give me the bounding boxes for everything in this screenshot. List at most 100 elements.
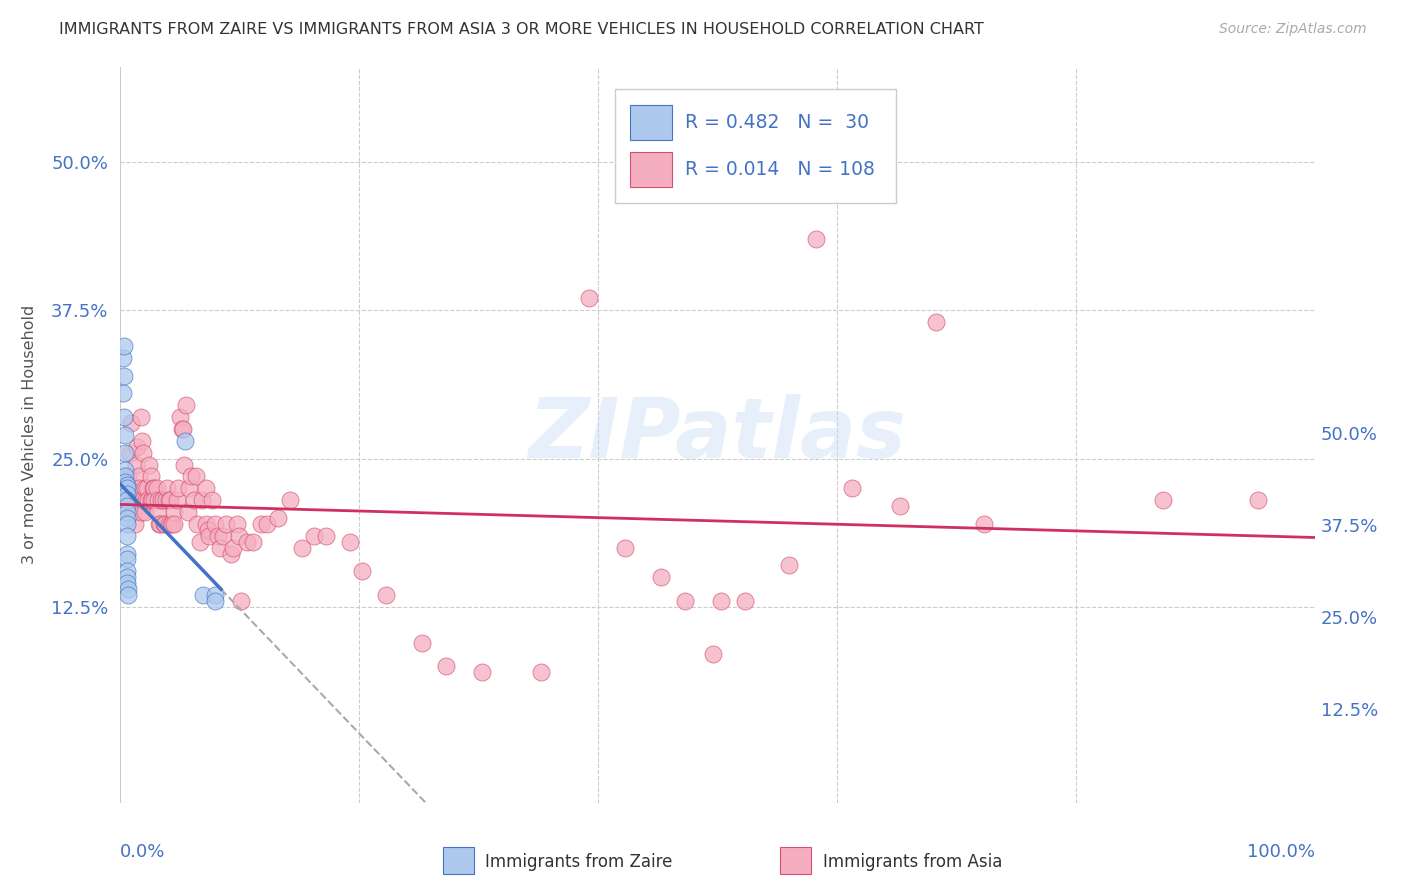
Point xyxy=(129,505,152,519)
Point xyxy=(160,516,183,531)
Point xyxy=(115,570,138,584)
Point xyxy=(112,410,135,425)
Point xyxy=(115,552,138,566)
Point xyxy=(339,534,361,549)
Point xyxy=(112,351,135,365)
Text: 0.0%: 0.0% xyxy=(120,843,165,862)
Text: 50.0%: 50.0% xyxy=(1320,425,1378,444)
Point xyxy=(127,493,149,508)
Point xyxy=(134,505,156,519)
Point xyxy=(132,493,155,508)
Text: IMMIGRANTS FROM ZAIRE VS IMMIGRANTS FROM ASIA 3 OR MORE VEHICLES IN HOUSEHOLD CO: IMMIGRANTS FROM ZAIRE VS IMMIGRANTS FROM… xyxy=(59,22,984,37)
Point xyxy=(112,386,135,401)
Point xyxy=(710,594,733,608)
Point xyxy=(194,516,217,531)
Point xyxy=(191,493,214,508)
Point xyxy=(115,576,138,591)
Point xyxy=(174,434,197,448)
Point xyxy=(925,315,948,329)
Point xyxy=(194,481,217,495)
FancyBboxPatch shape xyxy=(616,89,897,203)
Point xyxy=(114,469,136,483)
Point xyxy=(157,493,180,508)
Point xyxy=(212,529,235,543)
Point xyxy=(236,534,259,549)
Point xyxy=(134,481,156,495)
Point xyxy=(114,445,136,459)
Point xyxy=(139,493,162,508)
Point xyxy=(115,547,138,561)
Point xyxy=(141,493,163,508)
Point xyxy=(973,516,995,531)
Point xyxy=(167,481,190,495)
Point xyxy=(176,505,198,519)
Point xyxy=(1247,493,1270,508)
Point xyxy=(143,481,166,495)
Text: R = 0.482   N =  30: R = 0.482 N = 30 xyxy=(685,113,869,132)
Point xyxy=(112,368,135,383)
Point xyxy=(1152,493,1174,508)
Point xyxy=(186,516,208,531)
Point xyxy=(145,481,167,495)
Point xyxy=(152,493,174,508)
Point xyxy=(115,505,138,519)
Point xyxy=(115,516,138,531)
Point xyxy=(242,534,264,549)
Point xyxy=(375,588,398,602)
Point xyxy=(169,410,191,425)
Point xyxy=(128,499,150,513)
Point xyxy=(124,481,146,495)
Point xyxy=(128,481,150,495)
Point xyxy=(124,516,146,531)
Point xyxy=(131,434,153,448)
Point xyxy=(122,505,145,519)
Point xyxy=(128,469,150,483)
Point xyxy=(352,565,374,579)
Point xyxy=(117,469,139,483)
Point xyxy=(115,493,138,508)
Point xyxy=(143,493,166,508)
Point xyxy=(135,493,157,508)
Point xyxy=(114,463,136,477)
Point xyxy=(128,493,150,508)
Text: Immigrants from Zaire: Immigrants from Zaire xyxy=(485,853,672,871)
Point xyxy=(204,588,226,602)
Point xyxy=(180,469,202,483)
Point xyxy=(806,232,828,246)
Point xyxy=(889,499,911,513)
Point xyxy=(177,481,200,495)
Point xyxy=(127,440,149,454)
Point xyxy=(215,516,238,531)
Point xyxy=(184,469,207,483)
Point xyxy=(219,547,242,561)
Point xyxy=(471,665,494,680)
Point xyxy=(228,529,250,543)
Text: Immigrants from Asia: Immigrants from Asia xyxy=(823,853,1002,871)
Point xyxy=(115,499,138,513)
Point xyxy=(149,516,172,531)
Point xyxy=(115,481,138,495)
Point xyxy=(434,659,457,673)
Point xyxy=(163,505,186,519)
Point xyxy=(132,445,155,459)
Point xyxy=(198,529,221,543)
Point xyxy=(291,541,314,555)
Point xyxy=(650,570,672,584)
Point xyxy=(315,529,337,543)
Point xyxy=(142,481,165,495)
Point xyxy=(138,458,160,472)
FancyBboxPatch shape xyxy=(630,152,672,186)
Point xyxy=(170,422,193,436)
Point xyxy=(204,594,226,608)
Point xyxy=(114,475,136,490)
Point xyxy=(183,493,205,508)
Point xyxy=(249,516,271,531)
Point xyxy=(207,529,229,543)
FancyBboxPatch shape xyxy=(630,105,672,140)
Point xyxy=(163,516,186,531)
Text: 100.0%: 100.0% xyxy=(1247,843,1315,862)
Point xyxy=(115,529,138,543)
Point xyxy=(114,505,136,519)
Point xyxy=(197,523,219,537)
Point xyxy=(153,516,176,531)
